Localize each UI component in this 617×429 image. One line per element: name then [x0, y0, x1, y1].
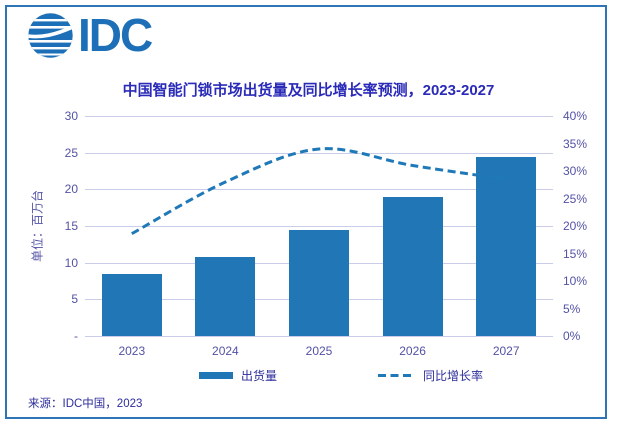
legend-item-shipments: 出货量: [198, 367, 277, 384]
page-border: [5, 5, 607, 419]
bar-2023: [101, 274, 162, 336]
x-axis-label-2024: 2024: [212, 344, 239, 358]
brand-logo: IDC: [28, 9, 153, 61]
x-axis-label-2026: 2026: [399, 344, 426, 358]
right-axis-tick: 10%: [563, 274, 588, 288]
legend-item-growth: 同比增长率: [377, 367, 483, 384]
right-axis-tick: 15%: [563, 246, 588, 261]
bar-2027: [476, 157, 537, 336]
left-axis-tick: 10: [64, 255, 78, 270]
chart-title: 中国智能门锁市场出货量及同比增长率预测，2023-2027: [122, 82, 495, 99]
bar-swatch-icon: [198, 371, 233, 379]
right-axis-tick: 40%: [563, 109, 588, 123]
left-axis-tick: 20: [64, 182, 78, 197]
gridline: [85, 116, 553, 117]
x-axis-label-2027: 2027: [492, 344, 520, 358]
legend-label-growth: 同比增长率: [423, 368, 484, 383]
right-axis-tick: 5%: [563, 301, 581, 316]
source-note: 来源：IDC中国，2023: [28, 398, 143, 410]
bar-2025: [289, 229, 349, 336]
idc-globe-icon: [28, 13, 73, 58]
right-axis-tick: 30%: [563, 164, 588, 178]
left-axis-tick: 5: [71, 292, 78, 307]
right-axis-tick: 35%: [563, 136, 588, 151]
right-axis-tick: 20%: [563, 219, 588, 233]
x-axis-label-2023: 2023: [118, 344, 146, 358]
bar-2026: [382, 197, 443, 336]
left-axis-tick: 30: [64, 109, 78, 123]
x-axis-label-2025: 2025: [305, 344, 333, 358]
right-axis-tick: 0%: [563, 329, 581, 343]
left-axis-tick: 15: [64, 219, 78, 233]
gridline: [85, 336, 553, 337]
chart-legend: 出货量 同比增长率: [85, 367, 597, 383]
left-axis-tick: 25: [64, 145, 78, 160]
right-axis-tick: 25%: [563, 191, 588, 206]
legend-label-shipments: 出货量: [240, 368, 277, 383]
gridline: [85, 152, 553, 154]
dashed-line-swatch-icon: [378, 373, 414, 377]
left-axis-tick: -: [74, 329, 78, 343]
bar-2024: [195, 256, 256, 336]
brand-text: IDC: [78, 9, 153, 61]
